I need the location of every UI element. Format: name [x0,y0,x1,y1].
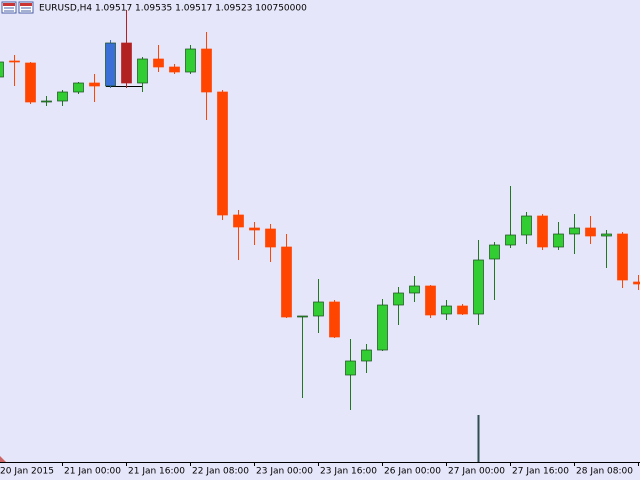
candle-body [553,233,564,248]
candle-body [265,228,276,248]
candle-body [537,215,548,248]
x-tick-label: 28 Jan 08:00 [576,467,633,477]
candle-body [9,60,20,63]
candle-body [89,82,100,87]
x-tick-label: 27 Jan 00:00 [448,467,505,477]
candle-body [297,315,308,318]
candle-body [137,58,148,84]
candle-body [217,91,228,216]
candle-body [409,285,420,294]
candle-body [633,281,640,285]
candle-body [57,91,68,102]
candle-body [361,349,372,362]
candle-body [473,259,484,315]
x-tick-label: 23 Jan 16:00 [320,467,377,477]
shift-marker [0,456,6,462]
candle-body [505,234,516,246]
candle-body [185,48,196,73]
candle-body [345,360,356,376]
candle-body [281,246,292,318]
candle-body [313,301,324,317]
candle-body [585,227,596,237]
x-tick-label: 23 Jan 00:00 [256,467,313,477]
candle-body [441,305,452,315]
candle-body [121,42,132,84]
candle-body [329,301,340,338]
candle-body [489,244,500,260]
candle-body [41,100,52,103]
candle-body [105,42,116,87]
candle-body [153,58,164,68]
x-tick-label: 26 Jan 00:00 [384,467,441,477]
candle-body [25,62,36,103]
x-tick-label: 27 Jan 16:00 [512,467,569,477]
candle-body [233,214,244,228]
x-tick-label: 22 Jan 08:00 [192,467,249,477]
x-tick-label: 20 Jan 2015 [0,467,54,477]
chart-title: EURUSD,H4 1.09517 1.09535 1.09517 1.0952… [39,4,307,14]
candle-body [377,304,388,351]
candle-body [601,233,612,237]
candle-body [0,61,4,78]
candle-body [617,233,628,281]
candle-body [201,48,212,93]
candle-body [425,285,436,316]
x-tick-label: 21 Jan 16:00 [128,467,185,477]
candle-body [249,227,260,231]
candle-body [457,305,468,315]
candle-body [569,227,580,235]
header-icon [1,1,34,14]
candle-body [393,292,404,306]
candle-body [521,215,532,236]
candle-body [73,82,84,93]
candle-body [169,66,180,73]
x-tick-label: 21 Jan 00:00 [64,467,121,477]
